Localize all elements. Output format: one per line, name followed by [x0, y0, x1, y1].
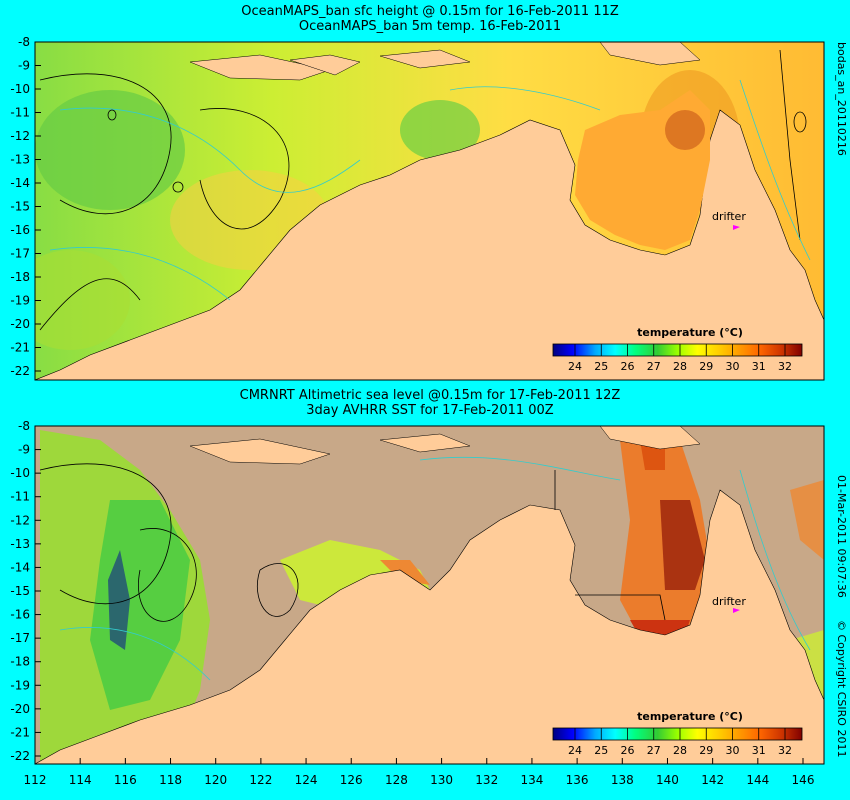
- x-axis: 112 114 116 118 120 122 124 126 128 130 132 134 136 1…: [24, 758, 815, 787]
- x-tick-label: 132: [475, 773, 498, 787]
- panel1-title-line1: OceanMAPS_ban sfc height @ 0.15m for 16-…: [241, 4, 619, 19]
- panel2-y-tick-label: -11: [10, 490, 30, 504]
- colorbar-tick-label: 32: [778, 744, 792, 757]
- panel1-y-tick-label: -18: [10, 270, 30, 284]
- colorbar-tick-label: 31: [752, 744, 766, 757]
- panel2-y-tick-label: -12: [10, 513, 30, 527]
- panel1-colorbar-title: temperature (°C): [637, 326, 743, 339]
- panel2-title-line2: 3day AVHRR SST for 17-Feb-2011 00Z: [306, 403, 554, 418]
- colorbar-tick-label: 26: [621, 744, 635, 757]
- colorbar-tick-label: 25: [594, 744, 608, 757]
- panel1-y-tick-label: -22: [10, 364, 30, 378]
- x-tick-label: 126: [340, 773, 363, 787]
- x-tick-label: 146: [792, 773, 815, 787]
- panel2-y-tick-label: -15: [10, 584, 30, 598]
- panel1-y-tick-label: -8: [18, 35, 30, 49]
- panel1-side-label: bodas_an_20110216: [835, 42, 848, 156]
- colorbar-tick-label: 27: [647, 360, 661, 373]
- colorbar-tick-label: 28: [673, 744, 687, 757]
- panel1-y-tick-label: -10: [10, 82, 30, 96]
- colorbar-tick-label: 24: [568, 360, 582, 373]
- panel1-y-axis: -8 -9 -10 -11 -12 -13 -14 -15 -16 -17 -18 -19 -20 -21…: [10, 35, 41, 378]
- x-tick-label: 138: [611, 773, 634, 787]
- panel2-y-tick-label: -9: [18, 443, 30, 457]
- colorbar-tick-label: 30: [726, 360, 740, 373]
- panel1-y-tick-label: -17: [10, 247, 30, 261]
- panel1-title-line2: OceanMAPS_ban 5m temp. 16-Feb-2011: [299, 19, 561, 34]
- x-tick-label: 140: [656, 773, 679, 787]
- x-tick-label: 144: [746, 773, 769, 787]
- colorbar-tick-label: 32: [778, 360, 792, 373]
- panel1-frame: [34, 41, 825, 381]
- panel1-y-tick-label: -12: [10, 129, 30, 143]
- x-tick-label: 122: [249, 773, 272, 787]
- x-tick-label: 116: [114, 773, 137, 787]
- panel1-y-tick-label: -13: [10, 153, 30, 167]
- panel2-drifter-marker: [733, 608, 740, 613]
- panel2-y-tick-label: -14: [10, 560, 30, 574]
- panel2-title-line1: CMRNRT Altimetric sea level @0.15m for 1…: [240, 388, 621, 403]
- panel1-y-tick-label: -19: [10, 294, 30, 308]
- panel2-y-axis: -8 -9 -10 -11 -12 -13 -14 -15 -16 -17 -18 -19 -20 -21…: [10, 419, 41, 763]
- x-tick-label: 134: [520, 773, 543, 787]
- colorbar-tick-label: 28: [673, 360, 687, 373]
- panel2-colorbar: temperature (°C) 24 25 26 27 28 29 30 31 32: [552, 710, 803, 757]
- panel2-frame: [34, 425, 825, 765]
- panel2-y-tick-label: -16: [10, 608, 30, 622]
- panel1-y-tick-label: -21: [10, 341, 30, 355]
- colorbar-tick-label: 24: [568, 744, 582, 757]
- panel1-y-tick-label: -16: [10, 223, 30, 237]
- panel2-y-tick-label: -18: [10, 655, 30, 669]
- x-tick-label: 120: [204, 773, 227, 787]
- panel1-y-tick-label: -15: [10, 200, 30, 214]
- panel1-colorbar: temperature (°C) 24 25 26 27 28 29 30 31 32: [552, 326, 803, 373]
- panel2-y-tick-label: -10: [10, 466, 30, 480]
- x-tick-label: 118: [159, 773, 182, 787]
- panel1-drifter-label: drifter: [712, 210, 746, 223]
- colorbar-tick-label: 29: [699, 744, 713, 757]
- colorbar-tick-label: 31: [752, 360, 766, 373]
- panel1-y-tick-label: -20: [10, 317, 30, 331]
- panel2-colorbar-title: temperature (°C): [637, 710, 743, 723]
- x-tick-label: 112: [24, 773, 47, 787]
- panel1-y-tick-label: -9: [18, 59, 30, 73]
- panel2-y-tick-label: -21: [10, 725, 30, 739]
- x-tick-label: 124: [295, 773, 318, 787]
- colorbar-tick-label: 29: [699, 360, 713, 373]
- panel2-map: [35, 426, 824, 764]
- panel2-y-tick-label: -19: [10, 678, 30, 692]
- panel2-side-label: 01-Mar-2011 09:07:36: [835, 475, 848, 598]
- panel1-y-tick-label: -11: [10, 106, 30, 120]
- x-tick-label: 128: [385, 773, 408, 787]
- panel2-y-tick-label: -17: [10, 631, 30, 645]
- panel1-y-tick-label: -14: [10, 176, 30, 190]
- panel2-y-tick-label: -13: [10, 537, 30, 551]
- panel2-y-tick-label: -22: [10, 749, 30, 763]
- colorbar-tick-label: 27: [647, 744, 661, 757]
- colorbar-tick-label: 26: [621, 360, 635, 373]
- x-tick-label: 136: [566, 773, 589, 787]
- panel2-y-tick-label: -20: [10, 702, 30, 716]
- colorbar-tick-label: 30: [726, 744, 740, 757]
- panel2-drifter-label: drifter: [712, 595, 746, 608]
- panel2-copyright-label: © Copyright CSIRO 2011: [835, 620, 848, 757]
- x-tick-label: 142: [701, 773, 724, 787]
- panel2-y-tick-label: -8: [18, 419, 30, 433]
- x-tick-label: 114: [69, 773, 92, 787]
- colorbar-tick-label: 25: [594, 360, 608, 373]
- x-tick-label: 130: [430, 773, 453, 787]
- panel1-drifter-marker: [733, 225, 740, 230]
- panel1-map: [35, 42, 824, 380]
